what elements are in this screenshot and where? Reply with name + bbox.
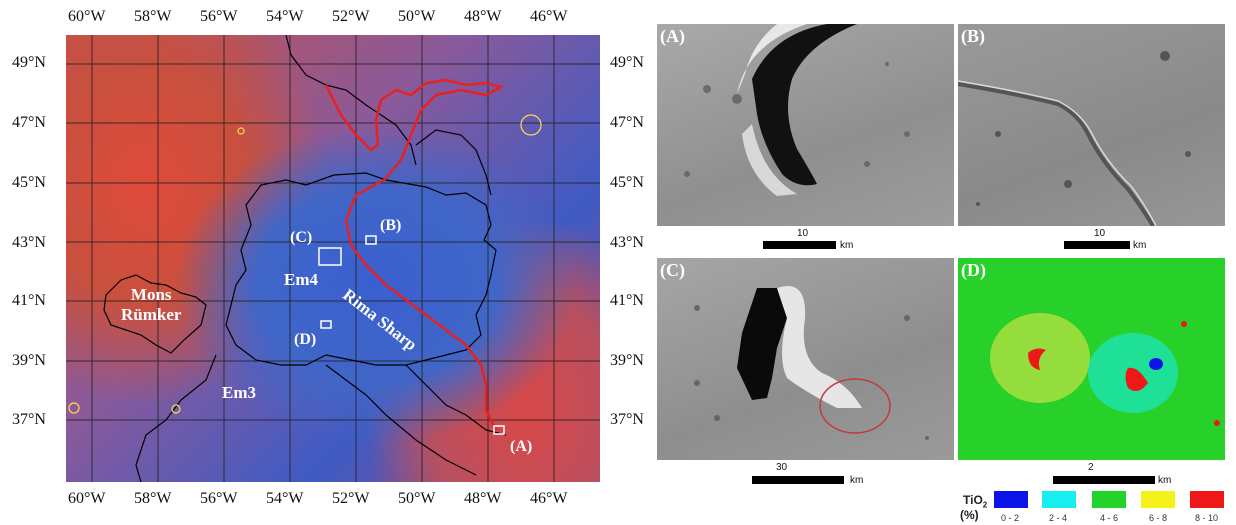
lat-label-left: 41°N: [12, 292, 46, 309]
legend-range-label: 8 - 10: [1195, 513, 1219, 523]
panel-b-scale-unit: km: [1133, 240, 1147, 251]
lon-label-bottom: 50°W: [398, 490, 436, 507]
panel-b-label: (B): [961, 26, 985, 46]
panel-b-scalebar: [1064, 241, 1130, 249]
label-site-b: (B): [380, 217, 402, 234]
lon-label-bottom: 56°W: [200, 490, 238, 507]
panel-a-scale-unit: km: [840, 240, 854, 251]
panel-c-scale-unit: km: [850, 475, 864, 486]
lon-label-top: 60°W: [68, 8, 106, 25]
crater-markers: [68, 114, 542, 414]
lat-label-right: 49°N: [610, 54, 644, 71]
lat-label-left: 49°N: [12, 54, 46, 71]
site-box-b: [365, 235, 377, 245]
site-box-a: [493, 425, 505, 435]
lat-label-left: 37°N: [12, 411, 46, 428]
label-mons-rumker: Mons Rümker: [121, 285, 182, 324]
unit-boundaries: [103, 35, 507, 482]
legend-swatch: [1141, 491, 1175, 508]
graticule: [66, 35, 600, 482]
panel-a-image: (A): [657, 24, 954, 226]
vent-image-c: [694, 286, 929, 440]
rille-image-b: [958, 51, 1191, 226]
lat-label-right: 39°N: [610, 352, 644, 369]
site-box-c: [318, 247, 342, 266]
panel-b-scale-value: 10: [1094, 228, 1106, 239]
tio2-image-d: [990, 313, 1220, 426]
label-em4: Em4: [284, 270, 318, 289]
rille-image-a: [684, 24, 910, 196]
legend-range-label: 6 - 8: [1149, 513, 1168, 523]
panel-d-scale-unit: km: [1158, 475, 1172, 486]
lon-label-top: 54°W: [266, 8, 304, 25]
lon-label-bottom: 58°W: [134, 490, 172, 507]
panel-d-image: (D): [958, 258, 1225, 460]
panel-a-scale-value: 10: [797, 228, 809, 239]
panel-d-label: (D): [961, 260, 986, 280]
panel-d-scale-value: 2: [1088, 462, 1094, 473]
label-site-c: (C): [290, 229, 313, 246]
panel-c-scale-value: 30: [776, 462, 788, 473]
legend-range-label: 4 - 6: [1100, 513, 1119, 523]
label-em3: Em3: [222, 383, 256, 402]
titanium-map: Mons Rümker Em4 Em3 Rima Sharp (A) (B) (…: [66, 35, 600, 482]
lon-label-bottom: 60°W: [68, 490, 106, 507]
lon-label-top: 56°W: [200, 8, 238, 25]
lon-label-top: 52°W: [332, 8, 370, 25]
label-site-d: (D): [294, 331, 317, 348]
legend-swatch: [994, 491, 1028, 508]
panel-c-image: (C): [657, 258, 954, 460]
panel-c-scalebar: [752, 476, 844, 484]
lat-label-right: 45°N: [610, 174, 644, 191]
panel-a-label: (A): [660, 26, 685, 46]
highlight-ellipse: [819, 378, 891, 434]
lon-label-bottom: 54°W: [266, 490, 304, 507]
rima-sharp-rille: [324, 78, 505, 431]
panel-c-label: (C): [660, 260, 685, 280]
lon-label-bottom: 46°W: [530, 490, 568, 507]
legend-range-label: 2 - 4: [1049, 513, 1068, 523]
legend-swatch: [1092, 491, 1126, 508]
lat-label-left: 47°N: [12, 114, 46, 131]
lon-label-bottom: 52°W: [332, 490, 370, 507]
map-overlay: [66, 35, 600, 482]
lon-label-top: 58°W: [134, 8, 172, 25]
lon-label-bottom: 48°W: [464, 490, 502, 507]
lon-label-top: 50°W: [398, 8, 436, 25]
lon-label-top: 46°W: [530, 8, 568, 25]
lat-label-right: 37°N: [610, 411, 644, 428]
lat-label-right: 43°N: [610, 234, 644, 251]
legend-range-label: 0 - 2: [1001, 513, 1020, 523]
panel-d-scalebar: [1053, 476, 1155, 484]
lat-label-right: 47°N: [610, 114, 644, 131]
legend-swatch: [1190, 491, 1224, 508]
lon-label-top: 48°W: [464, 8, 502, 25]
legend-swatch: [1042, 491, 1076, 508]
site-box-d: [320, 320, 332, 329]
lat-label-left: 43°N: [12, 234, 46, 251]
lat-label-left: 45°N: [12, 174, 46, 191]
legend-unit: (%): [960, 508, 979, 522]
panel-b-image: (B): [958, 24, 1225, 226]
lat-label-left: 39°N: [12, 352, 46, 369]
panel-a-scalebar: [763, 241, 836, 249]
label-site-a: (A): [510, 438, 533, 455]
legend-title: TiO2: [963, 493, 988, 510]
lat-label-right: 41°N: [610, 292, 644, 309]
